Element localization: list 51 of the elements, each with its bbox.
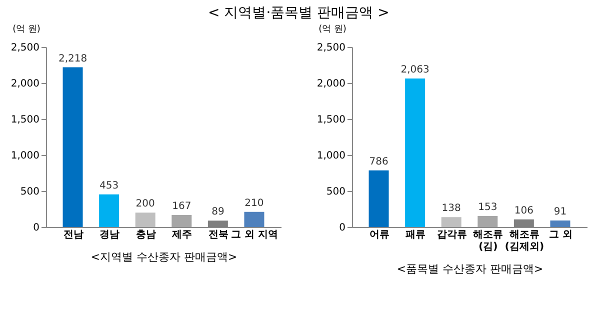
y-tick-label: 1,500 — [316, 114, 346, 126]
x-tick-label: 어류 — [369, 230, 390, 240]
bar — [368, 170, 389, 227]
x-tick-label: 그 외 — [548, 230, 572, 240]
bar — [478, 216, 498, 227]
y-tick-label: 2,000 — [316, 78, 346, 90]
y-axis-title: (억 원) — [12, 24, 40, 34]
x-tick-label: 갑각류 — [436, 230, 467, 240]
data-label: 786 — [369, 156, 388, 168]
y-tick-label: 500 — [326, 186, 346, 198]
data-label: 91 — [554, 206, 567, 218]
x-tick-label: 제주 — [171, 230, 192, 240]
y-tick-label: 1,000 — [316, 150, 346, 162]
data-label: 2,218 — [58, 53, 88, 64]
data-label: 167 — [172, 200, 192, 212]
y-tick-label: 2,500 — [10, 42, 40, 54]
data-label: 153 — [478, 202, 498, 213]
data-label: 89 — [212, 206, 224, 218]
bar — [441, 217, 462, 227]
x-tick-label: 충남 — [136, 230, 156, 240]
y-tick-label: 500 — [20, 186, 40, 198]
x-tick-label: 전북 — [208, 230, 228, 240]
bar — [405, 78, 426, 227]
x-tick-label: 패류 — [406, 230, 426, 240]
x-axis-title: <지역별 수산종자 판매금액> — [90, 250, 238, 264]
x-tick-label: 전남 — [63, 230, 84, 240]
bar — [244, 212, 264, 227]
bar — [550, 220, 570, 227]
x-tick-label: 해조류 (김) — [473, 230, 504, 252]
data-label: 2,063 — [400, 64, 430, 76]
y-tick-label: 1,000 — [10, 150, 40, 162]
bar — [99, 194, 120, 227]
y-tick-label: 2,000 — [10, 78, 40, 90]
y-tick-label: 0 — [33, 222, 40, 234]
bar — [135, 212, 156, 227]
data-label: 138 — [442, 203, 461, 214]
x-tick-label: 그 외 지역 — [231, 230, 278, 240]
bar — [62, 67, 83, 227]
x-tick-label: 해조류 (김제외) — [504, 230, 544, 252]
bar — [172, 214, 192, 227]
chart-title: < 지역별·품목별 판매금액 > — [208, 5, 390, 21]
y-tick-label: 0 — [339, 222, 346, 234]
data-label: 200 — [136, 198, 155, 210]
x-axis-title: <품목별 수산종자 판매금액> — [396, 262, 544, 276]
data-label: 210 — [244, 198, 264, 209]
y-axis-title: (억 원) — [318, 24, 346, 34]
data-label: 453 — [100, 180, 119, 192]
y-tick-label: 1,500 — [10, 114, 40, 126]
x-tick-label: 경남 — [100, 230, 120, 240]
y-tick-label: 2,500 — [316, 42, 346, 54]
data-label: 106 — [514, 205, 534, 216]
